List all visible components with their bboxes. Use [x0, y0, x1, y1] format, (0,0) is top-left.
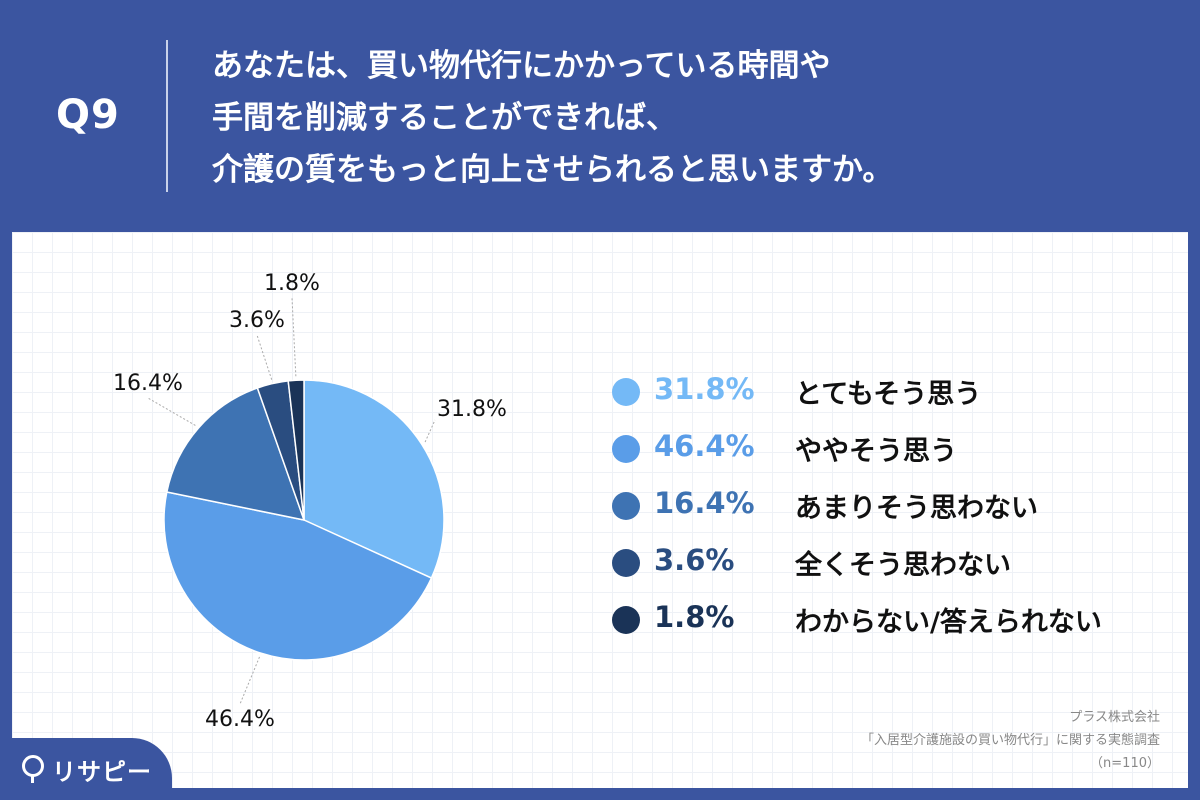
pie-slice-3 — [165, 387, 306, 521]
label-leader-lines — [147, 297, 436, 705]
question-text: あなたは、買い物代行にかかっている時間や 手間を削減することができれば、 介護の… — [212, 40, 1172, 196]
source-sample: （n=110） — [1090, 756, 1160, 771]
pie-chart: 31.8% 46.4% 16.4% 3.6% 1.8% — [113, 271, 507, 732]
question-line-3: 介護の質をもっと向上させられると思いますか。 — [212, 152, 894, 188]
legend-dot — [612, 492, 640, 520]
legend-dot — [612, 606, 640, 634]
legend-dot — [612, 378, 640, 406]
question-header: Q9 あなたは、買い物代行にかかっている時間や 手間を削減することができれば、 … — [0, 0, 1200, 232]
source-survey: 「入居型介護施設の買い物代行」に関する実態調査 — [860, 733, 1160, 748]
pie-value-label-5: 1.8% — [264, 271, 320, 296]
leader-line-3 — [147, 397, 196, 426]
leader-line-1 — [424, 419, 436, 443]
source-company: プラス株式会社 — [1069, 710, 1160, 725]
pie-slice-2 — [163, 491, 433, 661]
leader-line-4 — [256, 334, 273, 380]
legend-percent: 46.4% — [654, 429, 755, 463]
leader-line-2 — [239, 656, 260, 705]
pie-value-label-3: 16.4% — [113, 371, 183, 396]
question-line-1: あなたは、買い物代行にかかっている時間や — [212, 48, 831, 84]
pie-value-label-1: 31.8% — [437, 397, 507, 422]
legend-label: 全くそう思わない — [795, 550, 1011, 581]
legend-label: あまりそう思わない — [795, 493, 1038, 524]
header-divider — [166, 40, 168, 192]
leader-line-5 — [291, 297, 297, 377]
legend-percent: 1.8% — [654, 600, 735, 634]
pie-value-label-2: 46.4% — [205, 707, 275, 732]
legend-label: とてもそう思う — [795, 379, 982, 410]
chart-panel — [12, 232, 1188, 788]
legend-label: ややそう思う — [795, 436, 957, 467]
pie-slice-1 — [303, 379, 445, 580]
pie-slices — [163, 379, 445, 661]
question-line-2: 手間を削減することができれば、 — [212, 100, 677, 136]
legend-percent: 3.6% — [654, 543, 735, 577]
brand-logo: リサピー — [52, 758, 152, 786]
legend-dot — [612, 435, 640, 463]
source-note: プラス株式会社 「入居型介護施設の買い物代行」に関する実態調査 （n=110） — [861, 706, 1160, 775]
pie-value-labels: 31.8% 46.4% 16.4% 3.6% 1.8% — [113, 271, 507, 732]
question-number: Q9 — [56, 92, 120, 138]
legend-label: わからない/答えられない — [795, 607, 1102, 638]
pie-value-label-4: 3.6% — [229, 308, 285, 333]
pie-slice-5 — [287, 379, 305, 521]
legend-dot — [612, 549, 640, 577]
legend-percent: 31.8% — [654, 372, 755, 406]
pin-icon — [22, 755, 44, 783]
legend-percent: 16.4% — [654, 486, 755, 520]
